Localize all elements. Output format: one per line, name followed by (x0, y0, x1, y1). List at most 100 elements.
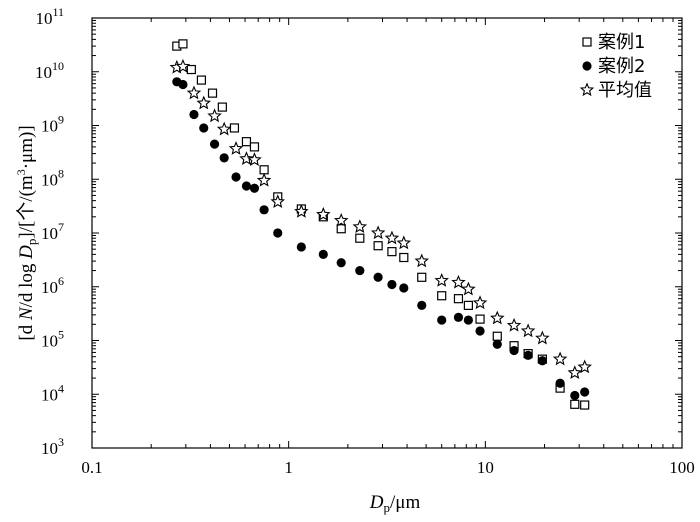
data-point (333, 212, 349, 227)
data-point (577, 359, 592, 374)
series-2 (172, 77, 590, 401)
legend-marker (582, 61, 592, 71)
legend-item: 案例1 (582, 32, 645, 53)
data-point (256, 172, 272, 187)
data-point (178, 79, 188, 90)
data-point (535, 330, 550, 345)
axis-ticks (91, 18, 682, 449)
data-point (570, 399, 580, 409)
data-point (249, 142, 260, 152)
data-point (219, 153, 229, 163)
data-point (387, 247, 397, 257)
data-point (207, 88, 218, 98)
data-point (231, 172, 241, 182)
data-point (336, 258, 346, 268)
legend-label: 案例1 (598, 32, 645, 53)
data-point (555, 378, 565, 388)
data-point (318, 249, 328, 259)
data-point (492, 331, 502, 341)
data-point (399, 252, 409, 263)
data-point (207, 108, 222, 123)
data-point (520, 323, 536, 338)
data-point (186, 64, 196, 75)
data-point (336, 224, 346, 234)
x-tick-label: 0.1 (81, 458, 102, 477)
series-3 (169, 58, 592, 380)
data-point (247, 152, 262, 166)
data-point (373, 272, 383, 282)
y-tick-label: 107 (41, 220, 64, 243)
data-point (316, 206, 331, 221)
data-point (453, 312, 464, 322)
data-point (373, 241, 383, 251)
y-axis-title: [d N/d log Dp]/[个/(m3·μm)] (14, 125, 39, 340)
y-tick-label: 103 (41, 435, 64, 458)
data-point (463, 300, 473, 310)
data-point (189, 109, 199, 120)
data-point (463, 315, 473, 325)
data-point (552, 351, 568, 366)
data-point (387, 279, 397, 290)
data-point (186, 85, 202, 100)
legend: 案例1 案例2 平均值 (579, 32, 652, 101)
legend-marker (579, 82, 595, 97)
data-point (492, 339, 502, 349)
data-point (417, 300, 427, 310)
data-point (241, 137, 252, 147)
data-point (199, 123, 209, 133)
data-point (228, 141, 244, 155)
x-tick-label: 100 (669, 458, 695, 477)
y-tick-label: 105 (41, 328, 64, 351)
y-tick-label: 106 (41, 274, 64, 297)
x-tick-label: 1 (284, 458, 293, 477)
data-point (475, 326, 485, 336)
data-point (352, 219, 368, 234)
tick-labels: 0.1 1 10 100 103 104 105 106 107 108 109 1010 1011 (35, 5, 695, 477)
data-point (414, 253, 430, 268)
data-point (370, 225, 386, 240)
y-tick-label: 109 (41, 113, 64, 136)
data-point (490, 310, 505, 325)
legend-label: 案例2 (598, 56, 645, 77)
data-point (241, 181, 252, 191)
data-point (580, 400, 590, 410)
data-point (451, 274, 466, 289)
legend-item: 平均值 (579, 80, 652, 101)
data-point (475, 314, 485, 324)
data-point (417, 272, 427, 282)
x-axis-title: Dp/μm (369, 492, 421, 515)
data-point (296, 242, 306, 252)
data-point (537, 356, 547, 366)
data-point (399, 283, 409, 293)
data-point (437, 291, 447, 301)
data-point (175, 58, 191, 73)
data-point (178, 39, 188, 49)
data-point (217, 102, 227, 112)
data-point (437, 315, 447, 325)
data-point (453, 294, 464, 304)
data-point (355, 265, 365, 276)
y-tick-label: 1010 (35, 59, 64, 82)
legend-marker (582, 37, 592, 47)
data-point (434, 272, 449, 287)
data-point (196, 75, 207, 85)
legend-label: 平均值 (598, 80, 652, 101)
data-point (259, 205, 269, 215)
data-point (229, 123, 240, 133)
y-tick-label: 1011 (35, 5, 64, 28)
data-point (216, 121, 232, 136)
data-point (396, 235, 412, 250)
y-tick-label: 104 (41, 381, 64, 404)
legend-item: 案例2 (582, 56, 645, 77)
data-point (461, 281, 476, 296)
data-markers (169, 39, 592, 410)
data-point (472, 295, 488, 310)
data-point (294, 203, 309, 218)
data-point (259, 165, 269, 175)
data-point (273, 228, 283, 238)
data-point (196, 95, 212, 110)
data-point (506, 317, 522, 332)
data-point (270, 194, 286, 209)
data-point (239, 151, 254, 165)
